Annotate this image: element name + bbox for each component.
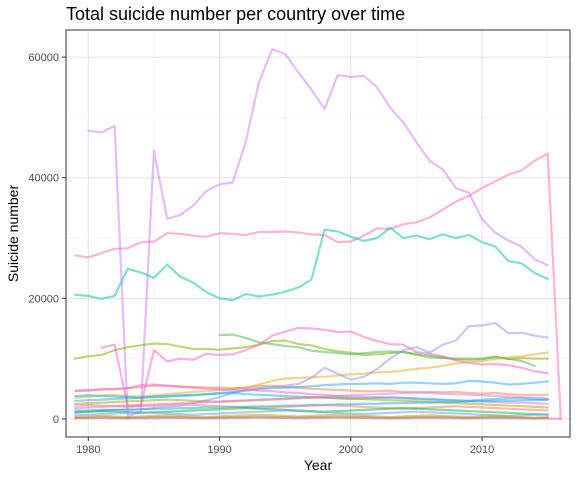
series-line-9: [74, 384, 549, 396]
series-line-5: [218, 333, 536, 367]
y-tick-label: 60000: [28, 52, 59, 64]
x-tick-label: 1980: [76, 444, 100, 456]
series-line-2: [74, 152, 562, 420]
y-tick-label: 20000: [28, 293, 59, 305]
series-line-3: [74, 226, 549, 302]
y-tick-label: 0: [53, 414, 59, 426]
x-tick-label: 1990: [207, 444, 231, 456]
series-line-21: [74, 416, 562, 420]
series-line-18: [74, 409, 549, 417]
series-line-7: [100, 326, 549, 408]
x-axis-label: Year: [304, 457, 333, 473]
series-line-14: [74, 391, 549, 410]
panel-border: [65, 29, 571, 438]
chart-title: Total suicide number per country over ti…: [66, 4, 406, 24]
y-axis-label: Suicide number: [5, 185, 21, 283]
y-tick-label: 40000: [28, 173, 59, 185]
x-tick-label: 2000: [339, 444, 363, 456]
series-group: [74, 48, 562, 420]
series-line-16: [74, 403, 549, 412]
axes: 1980 1990 2000 2010 0 20000 40000 60000: [28, 52, 494, 456]
series-line-4: [74, 339, 549, 361]
series-line-1: [87, 48, 549, 417]
x-tick-label: 2010: [470, 444, 494, 456]
